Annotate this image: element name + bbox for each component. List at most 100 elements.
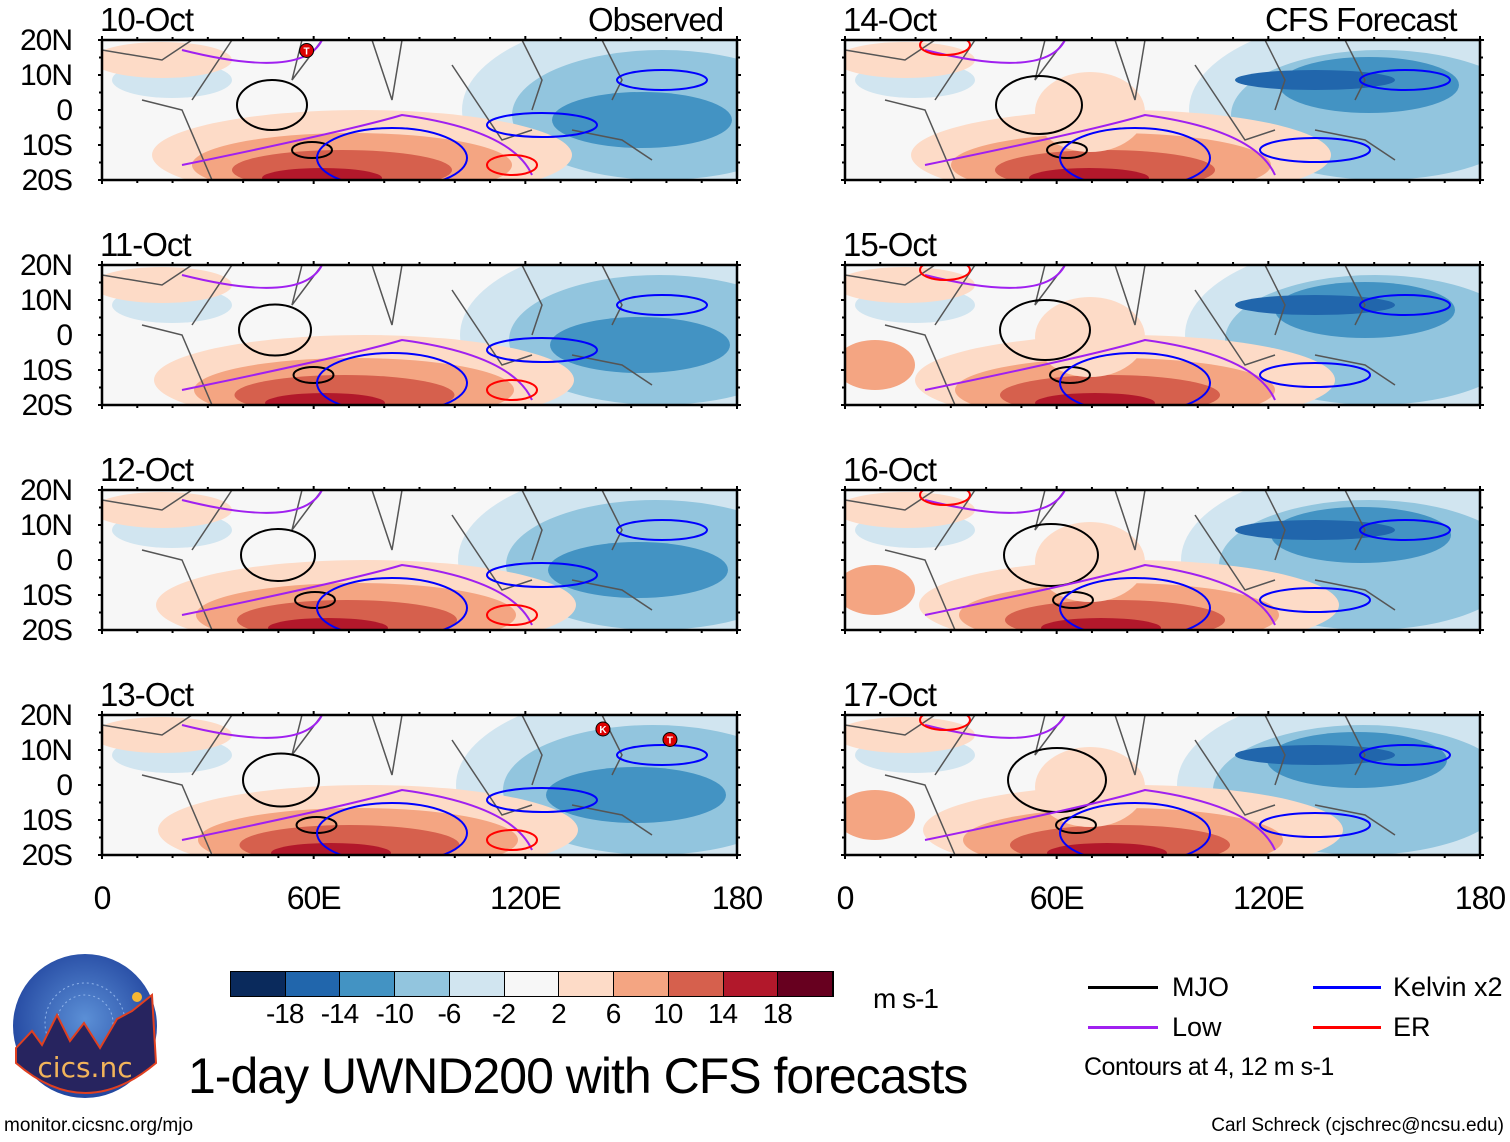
coastline (845, 715, 1396, 855)
kelvin-contour (1059, 802, 1211, 855)
low-contour (181, 490, 323, 514)
map-panel (841, 711, 1484, 859)
colorbar-tick-label: -2 (492, 998, 516, 1029)
kelvin-contour (316, 352, 468, 405)
panel-date: 17-Oct (843, 676, 937, 713)
er-contour (919, 40, 971, 56)
low-contour (924, 715, 1066, 739)
map-panel (841, 261, 1484, 409)
lat-label: 0 (56, 544, 73, 577)
lat-label: 10S (21, 579, 73, 612)
mjo-contour (294, 591, 336, 609)
lat-label: 10S (21, 804, 73, 837)
shading-positive (262, 168, 382, 180)
svg-text:cics.nc: cics.nc (37, 1051, 132, 1084)
lon-label: 120E (489, 880, 562, 916)
map-panel (98, 261, 741, 409)
lat-label: 10N (19, 59, 73, 92)
lat-label: 20N (19, 699, 73, 732)
lat-label: 10N (19, 734, 73, 767)
colorbar-units: m s-1 (873, 983, 939, 1014)
kelvin-contour (1259, 587, 1371, 613)
colorbar-swatch (395, 972, 450, 996)
mjo-contour (292, 366, 335, 384)
low-contour (181, 715, 323, 739)
colorbar-tick-label: 14 (707, 998, 738, 1029)
lat-label: 20S (21, 614, 73, 647)
mjo-contour (1055, 816, 1097, 834)
shading-positive (1035, 522, 1145, 602)
shading-negative (550, 317, 730, 373)
lat-label: 10S (21, 129, 73, 162)
panel-date: 13-Oct (100, 676, 194, 713)
lat-label: 0 (56, 94, 73, 127)
panel-date: 10-Oct (100, 1, 194, 38)
storm-letter: K (599, 725, 607, 736)
colorbar-swatch (504, 972, 560, 996)
kelvin-contour (1059, 352, 1211, 405)
storm-letter: T (304, 47, 310, 58)
er-contour (919, 490, 971, 506)
map-panel (841, 486, 1484, 634)
lat-label: 10N (19, 284, 73, 317)
panel-date: 12-Oct (100, 451, 194, 488)
contour-note: Contours at 4, 12 m s-1 (1084, 1053, 1334, 1081)
kelvin-contour (1359, 519, 1451, 541)
map-panel (841, 36, 1484, 184)
kelvin-contour (316, 577, 468, 630)
shading-positive (845, 267, 975, 303)
lat-label: 0 (56, 319, 73, 352)
legend-low-line (1088, 1026, 1158, 1029)
shading-positive (102, 267, 232, 303)
kelvin-contour (486, 787, 598, 813)
kelvin-contour (616, 519, 708, 541)
source-url[interactable]: monitor.cicsnc.org/mjo (4, 1115, 194, 1136)
lon-label: 60E (286, 880, 342, 916)
lon-label: 0 (93, 880, 112, 916)
shading-positive (1035, 297, 1145, 377)
low-contour (181, 338, 533, 401)
lat-label: 20S (21, 839, 73, 872)
shading-positive (102, 492, 232, 528)
colorbar-swatch (340, 972, 396, 996)
shading-negative (1235, 295, 1395, 315)
colorbar-tick-label: -18 (265, 998, 304, 1029)
mjo-contour (240, 528, 316, 582)
panel-date: 16-Oct (843, 451, 937, 488)
shading-negative (1235, 70, 1395, 90)
coastline (102, 40, 653, 180)
lat-label: 20N (19, 474, 73, 507)
colorbar-tick-label: -6 (437, 998, 461, 1029)
legend-kelvin: Kelvin x2 (1393, 972, 1503, 1002)
er-contour (486, 604, 538, 626)
mjo-contour (995, 75, 1083, 135)
storm-marker (299, 43, 315, 58)
shading-positive (1029, 168, 1149, 180)
low-contour (181, 40, 323, 64)
shading-positive (1035, 747, 1145, 827)
legend-kelvin-line (1313, 986, 1381, 989)
shading-positive (102, 42, 232, 78)
shading-positive (265, 393, 385, 405)
colorbar-tick-label: -10 (375, 998, 413, 1029)
map-panel: T (98, 36, 741, 184)
author-credit: Carl Schreck (cjschrec@ncsu.edu) (1211, 1115, 1504, 1136)
kelvin-contour (486, 112, 598, 138)
legend-mjo: MJO (1172, 972, 1229, 1002)
shading-positive (845, 340, 915, 390)
shading-negative (548, 542, 728, 598)
colorbar-tick-label: -14 (320, 998, 359, 1029)
kelvin-contour (616, 294, 708, 316)
colorbar-tick-label: 10 (653, 998, 683, 1029)
er-contour (919, 715, 971, 731)
lat-label: 10S (21, 354, 73, 387)
shading-positive (1035, 393, 1155, 405)
mjo-contour (236, 79, 308, 131)
shading-positive (1035, 72, 1145, 152)
lat-label: 10N (19, 509, 73, 542)
kelvin-contour (616, 744, 708, 766)
map-panel (98, 486, 741, 634)
kelvin-contour (486, 562, 598, 588)
kelvin-contour (316, 802, 468, 855)
mjo-contour (291, 141, 333, 159)
